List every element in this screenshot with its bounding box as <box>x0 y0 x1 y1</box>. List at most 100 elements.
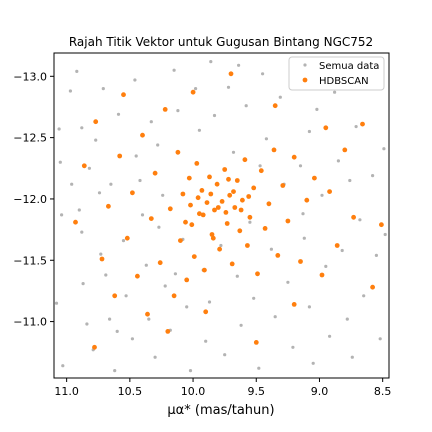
point-hdbscan-53 <box>275 253 281 258</box>
point-hdbscan-16 <box>167 206 173 212</box>
point-hdbscan-14 <box>157 260 163 266</box>
point-semua-data-5 <box>68 89 72 93</box>
point-semua-data-45 <box>209 60 213 64</box>
point-semua-data-80 <box>358 218 362 222</box>
point-hdbscan-60 <box>319 272 325 278</box>
point-semua-data-70 <box>315 107 319 111</box>
point-semua-data-20 <box>109 182 113 186</box>
point-hdbscan-38 <box>227 192 233 198</box>
point-semua-data-48 <box>223 353 227 357</box>
points-layer <box>54 60 387 373</box>
point-hdbscan-13 <box>152 170 158 176</box>
x-tick-label-2: 10.0 <box>181 385 206 398</box>
y-tick-label-1: −12.5 <box>13 132 47 145</box>
point-semua-data-23 <box>124 294 128 298</box>
point-hdbscan-89 <box>323 125 329 131</box>
point-hdbscan-82 <box>253 340 259 345</box>
point-hdbscan-4 <box>106 203 111 209</box>
point-hdbscan-61 <box>327 189 332 195</box>
point-semua-data-33 <box>161 193 165 197</box>
point-hdbscan-85 <box>228 71 234 77</box>
point-semua-data-40 <box>188 369 193 373</box>
point-hdbscan-6 <box>117 153 123 159</box>
point-hdbscan-26 <box>197 211 202 217</box>
point-semua-data-1 <box>58 160 62 164</box>
point-hdbscan-2 <box>93 119 99 125</box>
point-hdbscan-55 <box>285 218 291 224</box>
point-hdbscan-17 <box>171 293 177 299</box>
point-semua-data-59 <box>269 247 273 251</box>
legend-box <box>288 56 385 91</box>
point-semua-data-24 <box>130 337 134 341</box>
point-semua-data-44 <box>204 339 208 343</box>
chart-title: Rajah Titik Vektor untuk Gugusan Bintang… <box>69 35 373 49</box>
point-semua-data-30 <box>153 355 157 359</box>
point-hdbscan-54 <box>280 183 286 188</box>
point-hdbscan-72 <box>215 205 221 210</box>
point-semua-data-84 <box>374 253 378 257</box>
point-semua-data-37 <box>176 109 180 113</box>
point-semua-data-92 <box>307 129 311 134</box>
legend: Semua data HDBSCAN <box>288 56 385 91</box>
point-hdbscan-12 <box>148 216 154 222</box>
point-hdbscan-50 <box>262 226 268 231</box>
point-hdbscan-48 <box>255 271 260 277</box>
point-semua-data-21 <box>116 112 121 116</box>
legend-marker-hdbscan <box>302 77 308 83</box>
point-semua-data-83 <box>371 174 375 178</box>
point-semua-data-46 <box>212 113 217 118</box>
point-hdbscan-0 <box>73 219 78 225</box>
point-semua-data-18 <box>108 317 112 321</box>
point-hdbscan-81 <box>165 329 171 334</box>
point-hdbscan-8 <box>130 190 135 196</box>
point-semua-data-72 <box>324 264 328 268</box>
point-semua-data-14 <box>94 138 98 142</box>
point-hdbscan-30 <box>207 174 212 180</box>
point-hdbscan-28 <box>202 267 207 273</box>
point-hdbscan-20 <box>180 191 186 197</box>
point-hdbscan-18 <box>175 149 181 155</box>
point-semua-data-39 <box>185 305 189 309</box>
point-semua-data-3 <box>54 301 59 305</box>
point-semua-data-87 <box>383 232 387 237</box>
point-hdbscan-64 <box>351 214 356 220</box>
point-semua-data-77 <box>345 317 349 321</box>
point-semua-data-34 <box>163 284 167 288</box>
point-semua-data-93 <box>348 178 352 183</box>
y-axis: −13.0 −12.5 −12.0 −11.5 −11.0 <box>13 70 54 329</box>
point-semua-data-68 <box>307 305 311 309</box>
point-semua-data-74 <box>333 90 337 94</box>
point-hdbscan-29 <box>204 200 210 206</box>
point-semua-data-51 <box>235 274 239 278</box>
point-semua-data-91 <box>237 63 241 67</box>
point-hdbscan-83 <box>291 302 297 307</box>
point-hdbscan-19 <box>178 238 183 244</box>
point-semua-data-79 <box>354 125 358 129</box>
point-semua-data-54 <box>248 220 252 224</box>
point-semua-data-25 <box>133 78 137 82</box>
point-hdbscan-34 <box>217 246 223 252</box>
point-hdbscan-40 <box>232 205 238 210</box>
point-semua-data-63 <box>286 280 290 284</box>
point-semua-data-61 <box>278 95 282 99</box>
point-hdbscan-52 <box>271 147 277 153</box>
point-semua-data-8 <box>77 208 81 212</box>
point-semua-data-78 <box>350 355 354 359</box>
point-hdbscan-31 <box>209 232 215 237</box>
point-semua-data-13 <box>87 166 91 170</box>
point-semua-data-76 <box>340 248 344 253</box>
point-semua-data-94 <box>173 272 177 276</box>
point-hdbscan-45 <box>245 243 250 248</box>
point-hdbscan-59 <box>312 175 317 181</box>
point-hdbscan-87 <box>272 103 278 109</box>
point-hdbscan-76 <box>246 194 252 199</box>
point-semua-data-4 <box>60 213 64 217</box>
point-semua-data-0 <box>61 364 65 368</box>
point-hdbscan-71 <box>208 191 214 197</box>
point-hdbscan-22 <box>186 175 192 181</box>
point-semua-data-75 <box>336 159 340 163</box>
point-hdbscan-3 <box>99 256 105 262</box>
point-hdbscan-80 <box>203 309 209 315</box>
point-hdbscan-35 <box>219 199 225 204</box>
point-hdbscan-41 <box>234 178 240 183</box>
